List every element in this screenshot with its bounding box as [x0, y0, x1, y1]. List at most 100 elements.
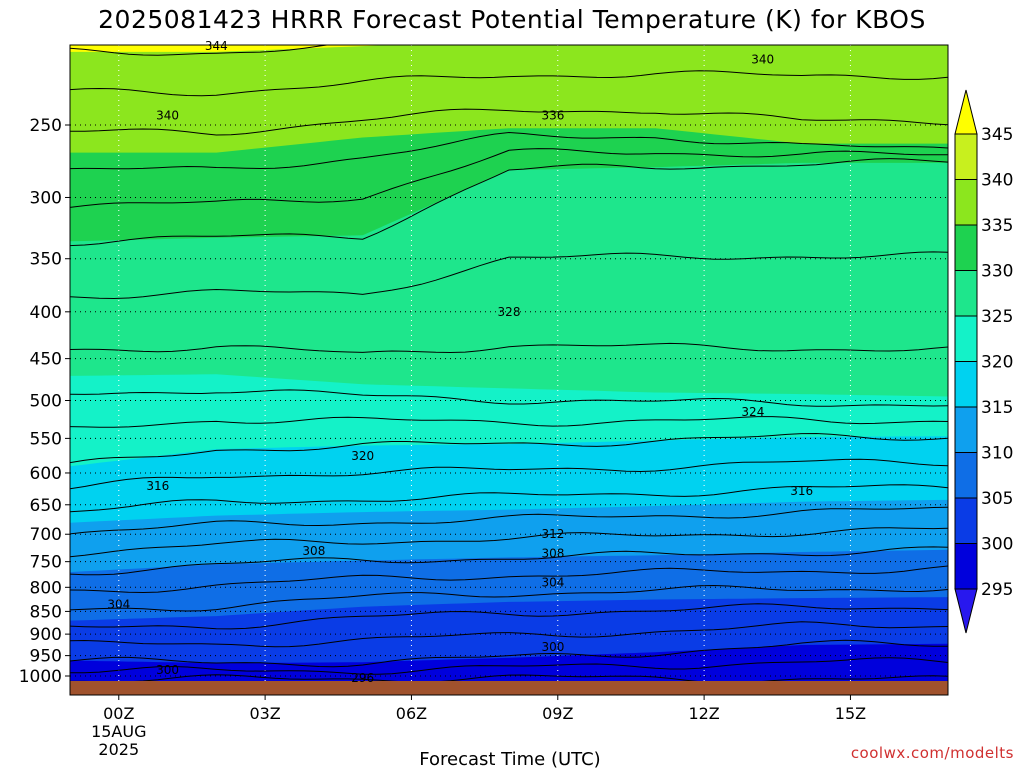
colorbar-label-315: 315: [981, 398, 1013, 418]
contour-324: [70, 389, 948, 407]
colorbar-label-320: 320: [981, 353, 1013, 373]
colorbar-band-310: [954, 406, 978, 453]
contour-306: [70, 584, 948, 612]
colorbar-extend-top: [954, 89, 978, 135]
contour-label-304: 304: [107, 597, 130, 611]
y-tick-label-250: 250: [30, 116, 62, 136]
y-tick-label-1000: 1000: [19, 667, 62, 687]
contour-302: [70, 621, 948, 648]
colorbar-label-330: 330: [981, 262, 1013, 282]
colorbar-label-335: 335: [981, 216, 1013, 236]
contour-322: [70, 416, 948, 428]
colorbar-band-325: [954, 270, 978, 317]
contour-300: [70, 639, 948, 668]
contour-layer: [70, 45, 948, 684]
contour-340: [70, 45, 331, 56]
contour-332: [70, 148, 948, 208]
x-date-label-1: 2025: [98, 740, 139, 759]
chart-title: 2025081423 HRRR Forecast Potential Tempe…: [98, 5, 926, 34]
contour-label-336: 336: [541, 108, 564, 122]
x-date-label-0: 15AUG: [91, 722, 146, 741]
contour-label-344: 344: [205, 39, 228, 53]
contour-label-300: 300: [156, 663, 179, 677]
ground-surface: [70, 681, 948, 695]
x-tick-label-15Z: 15Z: [835, 704, 866, 723]
contour-326: [70, 342, 948, 354]
contour-label-304: 304: [541, 575, 564, 589]
contour-312: [70, 527, 948, 558]
ground-layer: [70, 681, 948, 695]
contour-310: [70, 546, 948, 576]
colorbar-label-310: 310: [981, 444, 1013, 464]
grid-layer: [70, 45, 948, 695]
x-tick-label-09Z: 09Z: [542, 704, 573, 723]
y-tick-label-800: 800: [30, 578, 62, 598]
colorbar: 295 300 305 310 315 320 325 330 335 340 345: [954, 89, 1013, 634]
y-tick-label-550: 550: [30, 429, 62, 449]
y-tick-label-450: 450: [30, 350, 62, 370]
y-tick-label-750: 750: [30, 553, 62, 573]
contour-label-320: 320: [351, 449, 374, 463]
theta-fill-layer: [70, 45, 948, 695]
contour-label-316: 316: [146, 479, 169, 493]
contour-label-296: 296: [351, 671, 374, 685]
contour-label-340: 340: [751, 52, 774, 66]
y-tick-label-400: 400: [30, 303, 62, 323]
colorbar-label-325: 325: [981, 307, 1013, 327]
y-tick-label-850: 850: [30, 602, 62, 622]
contour-320: [70, 432, 948, 464]
colorbar-band-315: [954, 361, 978, 408]
contour-label-316: 316: [790, 484, 813, 498]
colorbar-label-295: 295: [981, 580, 1013, 600]
contour-308: [70, 565, 948, 594]
contour-330: [70, 158, 948, 247]
x-tick-label-12Z: 12Z: [688, 704, 719, 723]
colorbar-band-330: [954, 224, 978, 271]
contour-334: [70, 131, 948, 170]
plot-frame: [69, 44, 949, 696]
contour-label-328: 328: [498, 305, 521, 319]
contour-296: [70, 674, 948, 684]
contour-328: [70, 251, 948, 300]
axis-layer: 250 300 350 400 450 500 550 600 650 700 750 800 850 9…: [19, 44, 949, 759]
y-tick-label-500: 500: [30, 392, 62, 412]
contour-label-324: 324: [741, 405, 764, 419]
contour-338: [70, 70, 948, 97]
contour-label-layer: 344 340 340 336 328 324 320 316 316 312 308 308 304 3…: [107, 39, 813, 685]
x-tick-label-06Z: 06Z: [396, 704, 427, 723]
colorbar-band-320: [954, 315, 978, 362]
colorbar-band-335: [954, 179, 978, 226]
y-tick-label-650: 650: [30, 496, 62, 516]
y-tick-label-700: 700: [30, 525, 62, 545]
y-tick-label-950: 950: [30, 647, 62, 667]
x-tick-label-03Z: 03Z: [249, 704, 280, 723]
x-axis-label: Forecast Time (UTC): [419, 749, 600, 768]
contour-298: [70, 657, 948, 675]
contour-label-308: 308: [541, 547, 564, 561]
contour-label-300: 300: [541, 640, 564, 654]
colorbar-band-300: [954, 497, 978, 544]
y-tick-label-300: 300: [30, 188, 62, 208]
contour-318: [70, 458, 948, 490]
colorbar-label-340: 340: [981, 171, 1013, 191]
contour-316: [70, 484, 948, 513]
contour-336: [70, 108, 948, 136]
contour-label-312: 312: [541, 527, 564, 541]
contour-304: [70, 603, 948, 630]
colorbar-band-295: [954, 543, 978, 590]
credit-link[interactable]: coolwx.com/modelts: [851, 744, 1014, 762]
colorbar-label-300: 300: [981, 535, 1013, 555]
y-tick-label-600: 600: [30, 464, 62, 484]
x-tick-label-00Z: 00Z: [103, 704, 134, 723]
contour-314: [70, 506, 948, 535]
colorbar-band-340: [954, 133, 978, 180]
colorbar-band-305: [954, 452, 978, 499]
colorbar-extend-bottom: [954, 588, 978, 634]
contour-label-308: 308: [302, 544, 325, 558]
contour-label-340: 340: [156, 108, 179, 122]
y-tick-label-900: 900: [30, 625, 62, 645]
colorbar-label-345: 345: [981, 125, 1013, 145]
colorbar-label-305: 305: [981, 489, 1013, 509]
y-tick-label-350: 350: [30, 250, 62, 270]
